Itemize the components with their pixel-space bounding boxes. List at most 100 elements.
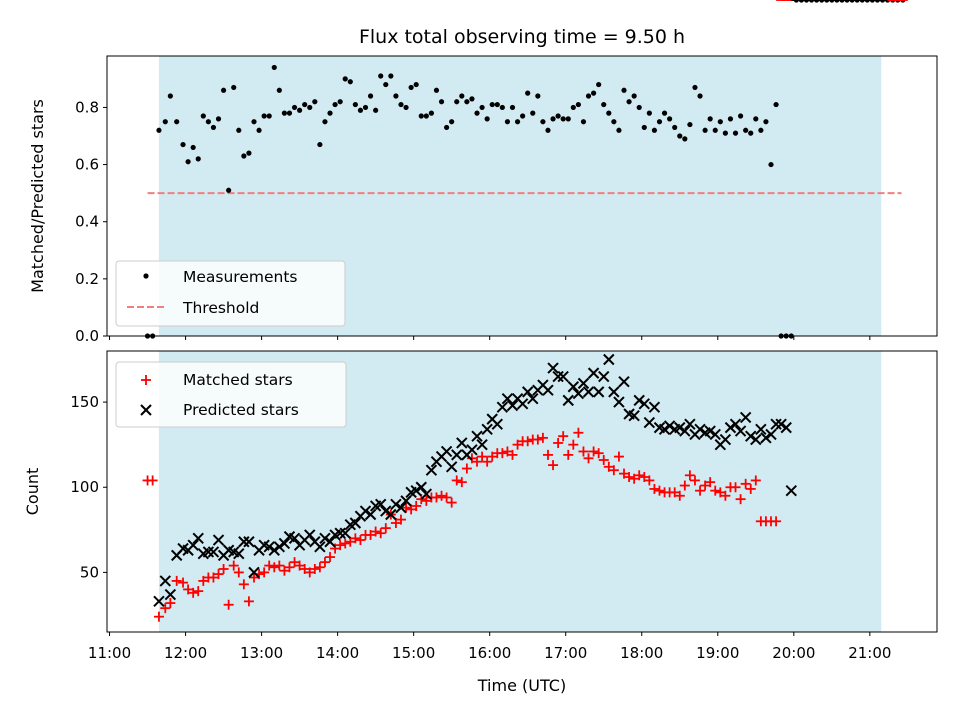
cross-b bbox=[674, 421, 686, 434]
measurement-point bbox=[200, 113, 206, 119]
predicted-star-point bbox=[603, 353, 615, 366]
cross-b bbox=[516, 398, 529, 410]
predicted-star-point bbox=[278, 537, 291, 550]
measurement-point bbox=[388, 73, 394, 79]
measurement-point bbox=[565, 116, 571, 122]
matched-star-point bbox=[644, 475, 655, 486]
predicted-star-point bbox=[319, 532, 331, 545]
cross-b bbox=[268, 544, 280, 556]
cross-b bbox=[613, 396, 625, 408]
matched-star-point bbox=[160, 603, 171, 614]
cross-b bbox=[643, 416, 656, 429]
y-tick-label: 0.6 bbox=[75, 156, 99, 174]
cross-b bbox=[684, 418, 696, 430]
measurement-point bbox=[322, 119, 328, 125]
measurement-point bbox=[162, 119, 168, 125]
cross-b bbox=[283, 530, 296, 543]
measurement-point bbox=[514, 119, 521, 125]
predicted-star-point bbox=[192, 532, 204, 545]
predicted-stars-series bbox=[153, 0, 888, 608]
matched-star-point bbox=[441, 492, 452, 503]
matched-star-point bbox=[451, 475, 462, 486]
cross-b bbox=[390, 498, 402, 510]
cross-b bbox=[623, 408, 635, 420]
matched-star-point bbox=[634, 470, 645, 481]
matched-star-point bbox=[416, 494, 427, 505]
cross-b bbox=[785, 484, 797, 497]
matched-star-point bbox=[411, 500, 422, 511]
y-tick-label: 0.4 bbox=[75, 213, 99, 231]
predicted-star-point bbox=[734, 425, 747, 437]
cross-b bbox=[775, 418, 787, 430]
cross-b bbox=[719, 433, 732, 446]
cross-b bbox=[471, 430, 483, 442]
predicted-star-point bbox=[592, 386, 605, 398]
measurement-point bbox=[261, 113, 267, 119]
predicted-star-point bbox=[164, 588, 177, 601]
predicted-star-point bbox=[704, 425, 716, 437]
cross-b bbox=[527, 392, 539, 405]
matched-star-point bbox=[406, 504, 417, 515]
matched-star-point bbox=[269, 562, 280, 573]
measurement-point bbox=[281, 110, 288, 116]
measurement-point bbox=[408, 84, 414, 91]
predicted-star-point bbox=[359, 505, 372, 517]
measurement-point bbox=[312, 99, 318, 105]
predicted-star-point bbox=[648, 401, 661, 413]
matched-star-point bbox=[730, 482, 741, 493]
cross-b bbox=[238, 536, 250, 548]
predicted-star-point bbox=[400, 495, 412, 507]
cross-b bbox=[140, 404, 152, 416]
cross-b bbox=[608, 386, 620, 398]
predicted-star-point bbox=[674, 421, 686, 434]
cross-b bbox=[633, 394, 645, 407]
predicted-star-point bbox=[268, 544, 280, 556]
matched-star-point bbox=[629, 473, 640, 484]
cross-b bbox=[304, 529, 316, 541]
measurement-point bbox=[525, 90, 531, 96]
chart-title: Flux total observing time = 9.50 h bbox=[359, 26, 685, 48]
y-tick-label: 0.2 bbox=[75, 270, 99, 288]
predicted-star-point bbox=[456, 437, 468, 449]
predicted-star-point bbox=[719, 433, 732, 446]
measurement-point bbox=[682, 136, 688, 142]
matched-star-point bbox=[350, 533, 361, 544]
cross-b bbox=[577, 377, 590, 390]
cross-b bbox=[486, 413, 498, 425]
measurement-point bbox=[773, 101, 779, 108]
predicted-star-point bbox=[785, 484, 797, 497]
measurement-point bbox=[459, 93, 465, 99]
cross-b bbox=[288, 532, 301, 545]
cross-b bbox=[603, 353, 615, 366]
measurement-point bbox=[489, 101, 495, 108]
x-tick-label: 21:00 bbox=[848, 644, 891, 662]
cross-b bbox=[258, 539, 270, 551]
matched-star-point bbox=[639, 472, 650, 483]
predicted-star-point bbox=[159, 575, 171, 587]
predicted-star-point bbox=[755, 423, 767, 436]
matched-star-point bbox=[466, 453, 477, 464]
matched-star-point bbox=[497, 448, 508, 459]
cross-b bbox=[755, 423, 767, 436]
predicted-star-point bbox=[410, 484, 422, 497]
cross-b bbox=[592, 386, 605, 398]
cross-b bbox=[598, 370, 610, 383]
predicted-star-point bbox=[304, 529, 316, 541]
cross-b bbox=[349, 517, 362, 529]
measurement-point bbox=[727, 116, 734, 122]
cross-b bbox=[572, 387, 585, 400]
predicted-star-point bbox=[628, 410, 640, 422]
cross-b bbox=[233, 547, 245, 560]
matched-star-point bbox=[264, 560, 275, 571]
cross-b bbox=[658, 423, 671, 436]
matched-star-point bbox=[355, 535, 366, 546]
measurement-point bbox=[656, 119, 663, 125]
cross-b bbox=[339, 527, 351, 539]
measurement-point bbox=[433, 87, 440, 93]
measurement-point bbox=[302, 101, 308, 108]
measurement-point bbox=[246, 150, 252, 156]
measurement-point bbox=[596, 81, 602, 88]
cross-b bbox=[451, 449, 463, 461]
predicted-star-point bbox=[679, 425, 691, 437]
measurement-point bbox=[712, 127, 718, 133]
